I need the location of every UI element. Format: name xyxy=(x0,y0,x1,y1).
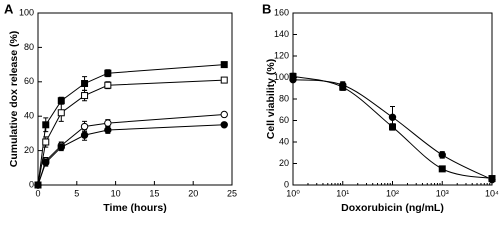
marker xyxy=(438,151,446,159)
y-tick-label: 40 xyxy=(24,111,34,121)
marker xyxy=(81,80,89,88)
x-axis-title: Time (hours) xyxy=(103,202,166,214)
x-tick-label: 20 xyxy=(188,188,198,198)
y-tick-label: 20 xyxy=(24,145,34,155)
y-tick-label: 120 xyxy=(274,50,289,60)
x-tick-label: 10⁰ xyxy=(286,188,300,198)
marker xyxy=(104,119,112,127)
x-tick-label: 15 xyxy=(149,188,159,198)
plot-frame xyxy=(292,12,493,186)
x-axis-title: Doxorubicin (ng/mL) xyxy=(341,202,444,214)
marker xyxy=(220,121,228,129)
x-tick-label: 10⁴ xyxy=(485,188,499,198)
figure: A 0 20 40 60 80 100 0 5 10 15 20 25 Time (hours) Cumul… xyxy=(4,1,499,214)
y-tick-label: 60 xyxy=(279,115,289,125)
series-line xyxy=(37,113,225,186)
series-line xyxy=(37,124,225,186)
marker xyxy=(34,181,42,189)
marker xyxy=(289,75,297,84)
marker xyxy=(80,131,89,139)
y-tick-label: 60 xyxy=(24,76,34,86)
marker xyxy=(42,138,50,146)
marker xyxy=(80,122,89,131)
y-axis-title: Cell viability (%) xyxy=(265,59,277,140)
marker xyxy=(220,110,228,119)
x-tick-label: 5 xyxy=(74,188,79,198)
x-tick-label: 10² xyxy=(386,188,399,198)
marker xyxy=(388,113,397,121)
y-axis-title: Cumulative dox release (%) xyxy=(8,31,20,168)
y-tick-label: 0 xyxy=(284,179,289,189)
marker xyxy=(104,69,112,77)
marker xyxy=(220,61,228,69)
x-tick-label: 25 xyxy=(227,188,237,198)
x-tick-label: 0 xyxy=(35,188,40,198)
panel-label: A xyxy=(4,1,14,16)
marker xyxy=(57,109,65,117)
y-tick-label: 100 xyxy=(274,72,289,82)
marker xyxy=(42,158,50,167)
y-tick-label: 100 xyxy=(19,7,34,17)
marker xyxy=(57,143,65,151)
marker xyxy=(81,92,89,100)
panel-label: B xyxy=(262,1,271,16)
x-tick-label: 10 xyxy=(111,188,121,198)
x-tick-label: 10¹ xyxy=(336,188,349,198)
y-tick-label: 80 xyxy=(279,93,289,103)
marker xyxy=(57,97,65,105)
y-tick-label: 20 xyxy=(279,158,289,168)
marker xyxy=(42,121,50,129)
series-line xyxy=(37,64,225,186)
marker xyxy=(104,126,112,134)
x-tick-label: 10³ xyxy=(436,188,449,198)
marker xyxy=(220,76,228,84)
y-tick-label: 0 xyxy=(29,179,34,189)
marker xyxy=(339,81,347,89)
marker xyxy=(438,165,446,173)
plot-frame xyxy=(37,12,233,186)
series-line xyxy=(37,79,225,186)
marker xyxy=(488,175,496,184)
marker xyxy=(104,81,112,89)
y-tick-label: 160 xyxy=(274,7,289,17)
y-tick-label: 40 xyxy=(279,136,289,146)
y-tick-label: 140 xyxy=(274,29,289,39)
y-tick-label: 80 xyxy=(24,42,34,52)
